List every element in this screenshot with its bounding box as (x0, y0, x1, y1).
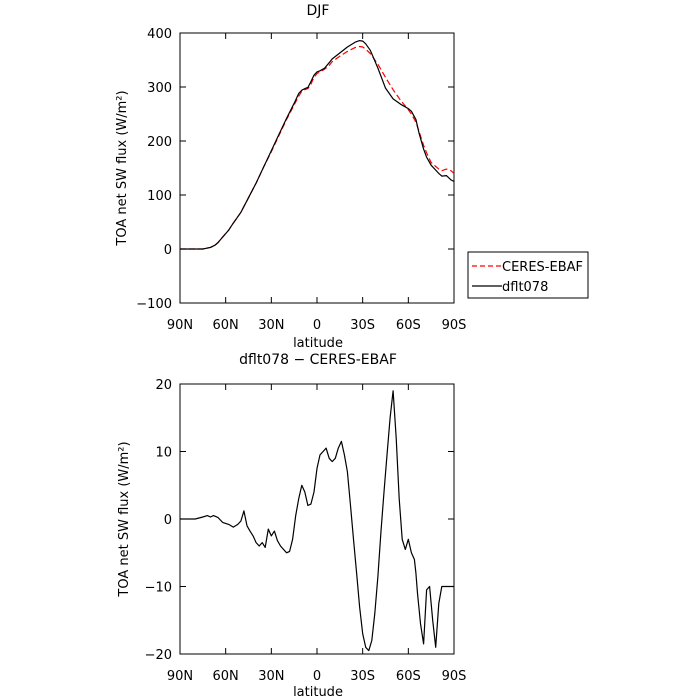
bottom-title: dflt078 − CERES-EBAF (239, 352, 397, 368)
top-x-tick-label: 90S (442, 318, 467, 333)
top-y-tick-label: 0 (164, 243, 172, 258)
top-y-tick-label: 400 (147, 27, 172, 42)
top-y-tick-label: 100 (147, 189, 172, 204)
bottom-y-axis-label: TOA net SW flux (W/m²) (117, 441, 132, 597)
bottom-y-tick-label: −20 (145, 648, 172, 663)
top-series-line-1 (180, 45, 455, 250)
bottom-x-axis-label: latitude (293, 685, 343, 700)
top-y-tick-label: −100 (136, 297, 172, 312)
bottom-x-tick-label: 90N (167, 669, 193, 684)
top-x-tick-label: 30S (350, 318, 375, 333)
panel-top: DJF 90N 60N 30N 0 30S 60S 90S −100 0 100 200 300 40… (115, 3, 589, 351)
bottom-y-tick-label: 10 (155, 446, 172, 461)
top-series-line-2 (180, 39, 455, 250)
bottom-x-tick-label: 60S (396, 669, 421, 684)
legend-box (467, 251, 589, 299)
top-x-tick-label: 0 (313, 318, 321, 333)
top-y-axis-label: TOA net SW flux (W/m²) (115, 90, 130, 246)
bottom-x-tick-label: 90S (442, 669, 467, 684)
bottom-y-tick-label: −10 (145, 581, 172, 596)
top-title: DJF (307, 3, 330, 19)
top-x-axis-label: latitude (293, 336, 343, 351)
bottom-x-tick-label: 0 (313, 669, 321, 684)
bottom-x-ticks: 90N 60N 30N 0 30S 60S 90S (167, 384, 467, 684)
bottom-x-tick-label: 30S (350, 669, 375, 684)
top-y-tick-label: 300 (147, 81, 172, 96)
top-lines (180, 39, 455, 250)
bottom-y-ticks: −20 −10 0 10 20 (145, 378, 454, 663)
bottom-y-tick-label: 0 (164, 513, 172, 528)
bottom-lines (180, 390, 454, 652)
panel-bottom: dflt078 − CERES-EBAF 90N 60N 30N 0 30S 60S 90S… (117, 352, 466, 700)
bottom-x-tick-label: 60N (213, 669, 239, 684)
legend-label-dflt: dflt078 (502, 280, 548, 295)
top-x-tick-label: 60S (396, 318, 421, 333)
top-x-ticks: 90N 60N 30N 0 30S 60S 90S (167, 33, 467, 333)
bottom-plot-frame (179, 383, 455, 655)
bottom-series-line-1 (180, 390, 454, 652)
top-y-ticks: −100 0 100 200 300 400 (136, 27, 454, 312)
top-x-tick-label: 30N (258, 318, 284, 333)
legend: CERES-EBAF dflt078 (467, 251, 589, 299)
bottom-y-tick-label: 20 (155, 378, 172, 393)
bottom-x-tick-label: 30N (258, 669, 284, 684)
legend-label-ceres: CERES-EBAF (502, 260, 583, 275)
top-y-tick-label: 200 (147, 135, 172, 150)
top-x-tick-label: 60N (213, 318, 239, 333)
top-x-tick-label: 90N (167, 318, 193, 333)
